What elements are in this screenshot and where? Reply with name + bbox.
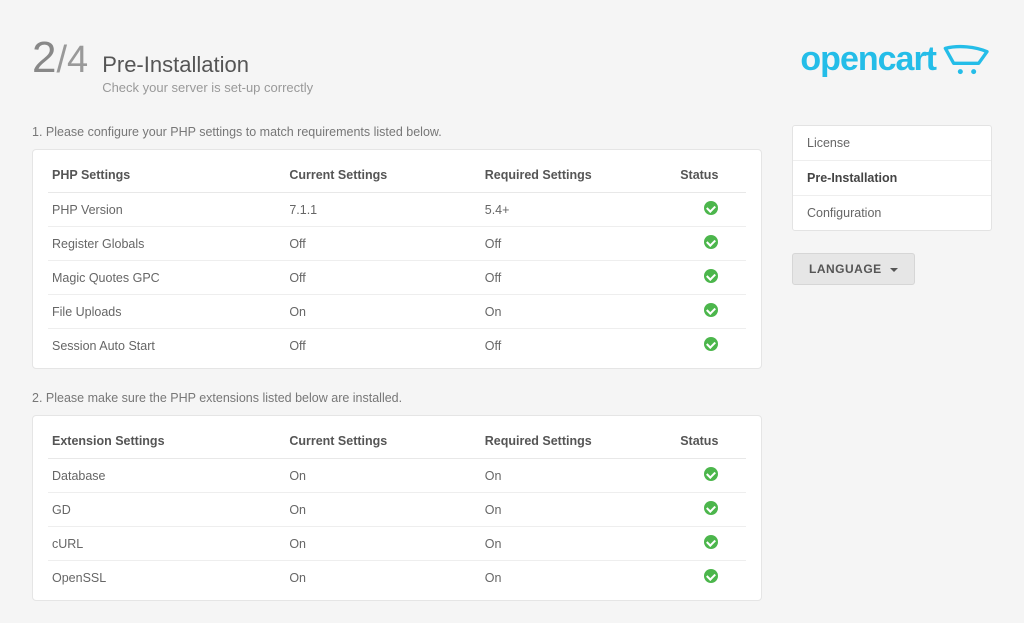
step-total: /4: [56, 39, 88, 81]
setting-current: On: [285, 493, 480, 527]
sidebar: LicensePre-InstallationConfiguration LAN…: [792, 125, 992, 285]
setting-status: [676, 227, 746, 261]
logo-text: opencart: [800, 40, 936, 79]
settings-panel: Extension SettingsCurrent SettingsRequir…: [32, 415, 762, 601]
setting-current: Off: [285, 329, 480, 363]
table-row: Magic Quotes GPCOffOff: [48, 261, 746, 295]
step-number: 2/4: [32, 36, 88, 80]
page-subtitle: Check your server is set-up correctly: [102, 80, 313, 95]
settings-panel: PHP SettingsCurrent SettingsRequired Set…: [32, 149, 762, 369]
setting-status: [676, 329, 746, 363]
setting-required: On: [481, 527, 676, 561]
cart-icon: [942, 43, 992, 77]
sidebar-item-configuration[interactable]: Configuration: [793, 196, 991, 230]
table-header: PHP Settings: [48, 160, 285, 193]
settings-table: PHP SettingsCurrent SettingsRequired Set…: [48, 160, 746, 362]
check-icon: [704, 201, 718, 215]
setting-status: [676, 493, 746, 527]
settings-table: Extension SettingsCurrent SettingsRequir…: [48, 426, 746, 594]
check-icon: [704, 535, 718, 549]
setting-current: 7.1.1: [285, 193, 480, 227]
step-indicator: 2/4 Pre-Installation Check your server i…: [32, 36, 313, 95]
setting-name: cURL: [48, 527, 285, 561]
check-icon: [704, 467, 718, 481]
section-intro: 2. Please make sure the PHP extensions l…: [32, 391, 762, 405]
setting-current: On: [285, 295, 480, 329]
main-content: 1. Please configure your PHP settings to…: [32, 125, 762, 623]
table-header: Status: [676, 160, 746, 193]
setting-status: [676, 459, 746, 493]
table-header: Required Settings: [481, 426, 676, 459]
check-icon: [704, 501, 718, 515]
setting-current: On: [285, 527, 480, 561]
table-header: Current Settings: [285, 426, 480, 459]
table-row: DatabaseOnOn: [48, 459, 746, 493]
check-icon: [704, 269, 718, 283]
table-row: cURLOnOn: [48, 527, 746, 561]
setting-current: On: [285, 561, 480, 595]
step-current: 2: [32, 33, 56, 82]
setting-status: [676, 261, 746, 295]
table-header: Status: [676, 426, 746, 459]
setting-required: On: [481, 295, 676, 329]
table-header: Current Settings: [285, 160, 480, 193]
setting-required: On: [481, 493, 676, 527]
language-button[interactable]: LANGUAGE: [792, 253, 915, 285]
setting-required: Off: [481, 261, 676, 295]
table-header: Extension Settings: [48, 426, 285, 459]
table-row: Register GlobalsOffOff: [48, 227, 746, 261]
setting-current: Off: [285, 261, 480, 295]
setting-current: On: [285, 459, 480, 493]
setting-name: GD: [48, 493, 285, 527]
step-nav: LicensePre-InstallationConfiguration: [792, 125, 992, 231]
logo: opencart: [800, 40, 992, 79]
table-row: PHP Version7.1.15.4+: [48, 193, 746, 227]
setting-name: Register Globals: [48, 227, 285, 261]
check-icon: [704, 569, 718, 583]
setting-name: OpenSSL: [48, 561, 285, 595]
setting-status: [676, 561, 746, 595]
setting-required: Off: [481, 329, 676, 363]
table-row: File UploadsOnOn: [48, 295, 746, 329]
setting-status: [676, 193, 746, 227]
chevron-down-icon: [890, 268, 898, 272]
page-header: 2/4 Pre-Installation Check your server i…: [32, 36, 992, 95]
check-icon: [704, 235, 718, 249]
language-label: LANGUAGE: [809, 262, 882, 276]
setting-name: PHP Version: [48, 193, 285, 227]
sidebar-item-license[interactable]: License: [793, 126, 991, 161]
setting-required: 5.4+: [481, 193, 676, 227]
setting-status: [676, 295, 746, 329]
setting-name: Database: [48, 459, 285, 493]
setting-name: Magic Quotes GPC: [48, 261, 285, 295]
table-row: Session Auto StartOffOff: [48, 329, 746, 363]
setting-name: Session Auto Start: [48, 329, 285, 363]
setting-required: On: [481, 459, 676, 493]
setting-status: [676, 527, 746, 561]
table-row: GDOnOn: [48, 493, 746, 527]
table-row: OpenSSLOnOn: [48, 561, 746, 595]
table-header: Required Settings: [481, 160, 676, 193]
setting-required: Off: [481, 227, 676, 261]
setting-current: Off: [285, 227, 480, 261]
setting-name: File Uploads: [48, 295, 285, 329]
check-icon: [704, 337, 718, 351]
section-intro: 1. Please configure your PHP settings to…: [32, 125, 762, 139]
setting-required: On: [481, 561, 676, 595]
sidebar-item-pre-installation[interactable]: Pre-Installation: [793, 161, 991, 196]
page-title: Pre-Installation: [102, 52, 313, 78]
check-icon: [704, 303, 718, 317]
